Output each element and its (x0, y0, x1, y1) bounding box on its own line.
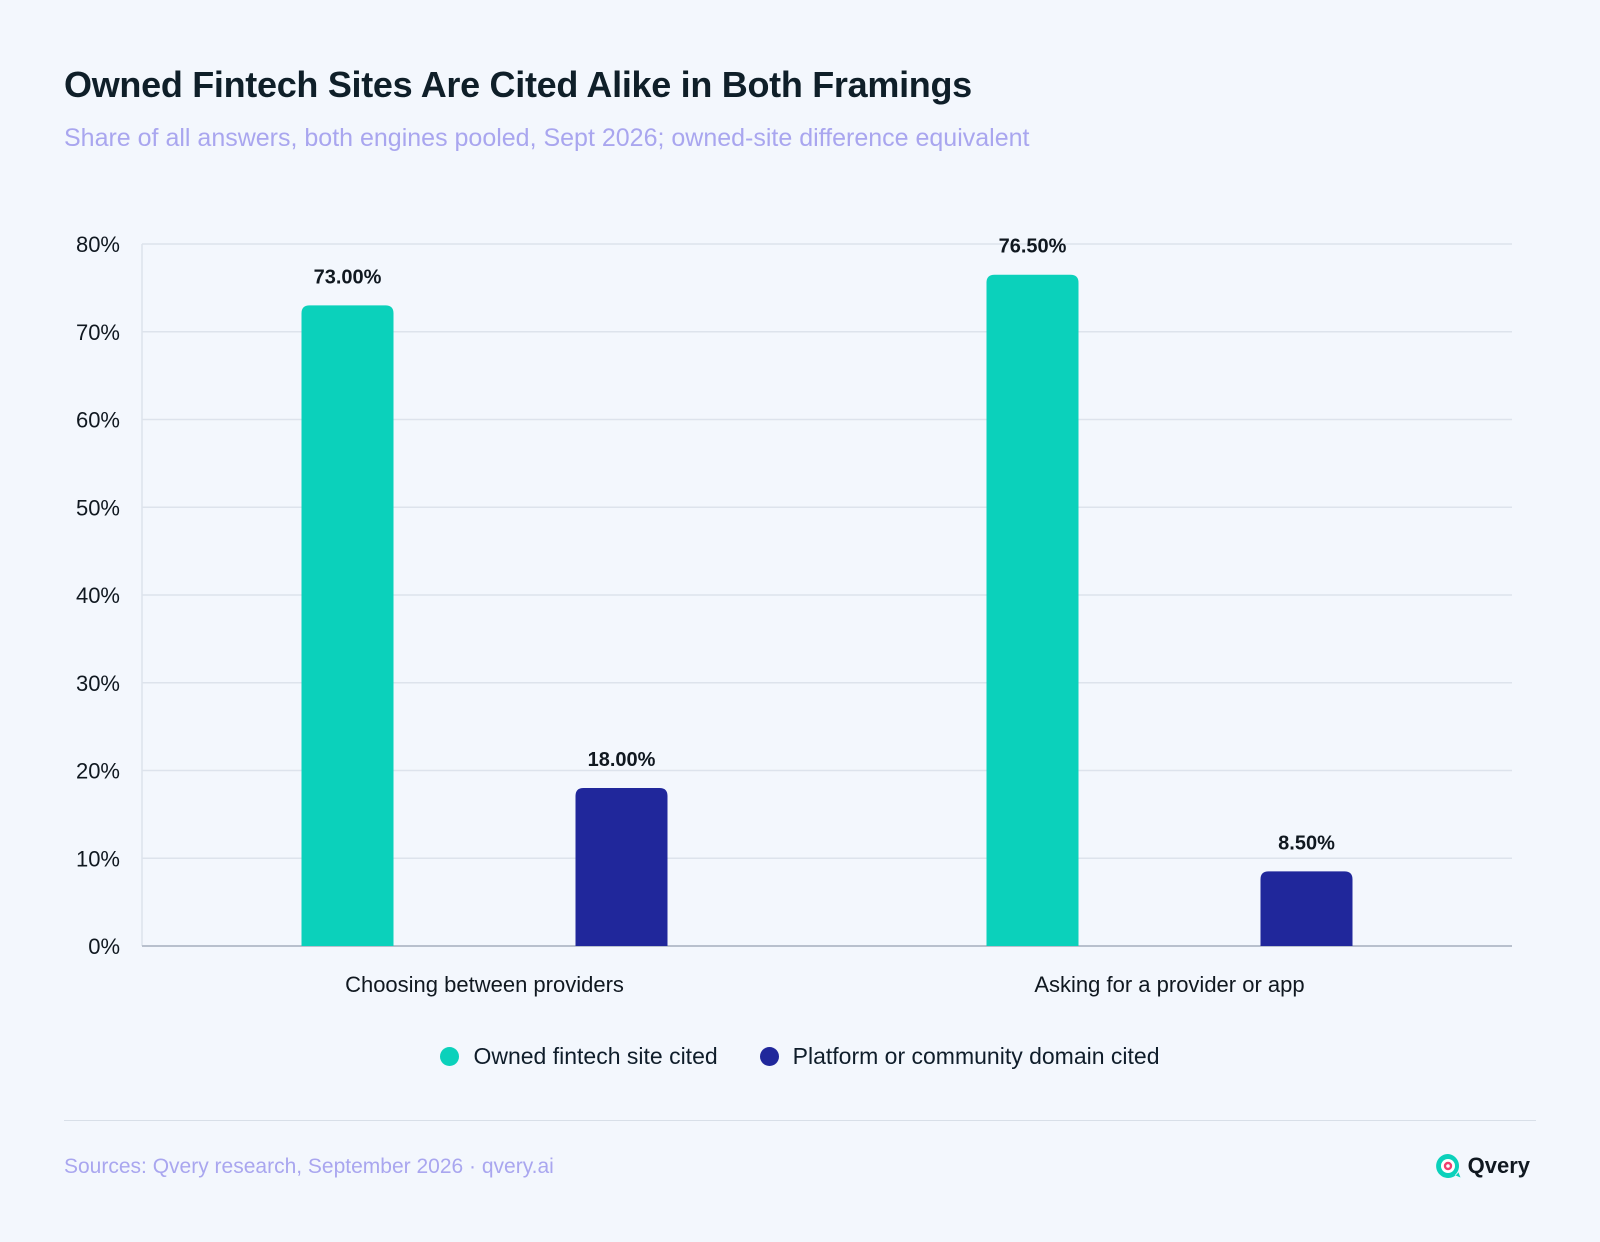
footer-divider (64, 1120, 1536, 1121)
y-tick-label: 10% (76, 846, 120, 871)
y-tick-label: 20% (76, 759, 120, 784)
x-axis-categories: Choosing between providers Asking for a p… (345, 972, 1305, 997)
chart-title: Owned Fintech Sites Are Cited Alike in B… (64, 64, 972, 105)
data-labels: 73.00% 18.00% 76.50% 8.50% (314, 236, 1335, 855)
bar-platform (1260, 871, 1353, 946)
data-label-owned: 76.50% (999, 236, 1067, 258)
brand-logo: Qvery (1434, 1152, 1530, 1180)
data-label-platform: 8.50% (1278, 832, 1335, 854)
y-tick-label: 40% (76, 583, 120, 608)
legend-dot-platform (759, 1046, 779, 1066)
chart-legend: Owned fintech site cited Platform or com… (0, 1041, 1600, 1071)
brand-name: Qvery (1467, 1153, 1530, 1178)
y-tick-label: 70% (76, 320, 120, 345)
y-tick-label: 80% (76, 232, 120, 257)
qvery-logo-icon (1435, 1154, 1461, 1178)
y-axis-ticks: 0% 10% 20% 30% 40% 50% 60% 70% 80% (76, 232, 120, 959)
data-label-platform: 18.00% (588, 749, 656, 771)
legend-dot-owned (440, 1046, 460, 1066)
category-label: Asking for a provider or app (1034, 972, 1304, 997)
bar-platform (575, 788, 668, 946)
y-tick-label: 30% (76, 671, 120, 696)
bar-owned (301, 305, 394, 946)
legend-label-owned: Owned fintech site cited (473, 1042, 718, 1069)
data-label-owned: 73.00% (314, 266, 382, 288)
y-tick-label: 60% (76, 408, 120, 433)
legend-item-owned: Owned fintech site cited (440, 1042, 718, 1070)
legend-item-platform: Platform or community domain cited (759, 1042, 1160, 1070)
bars (301, 274, 1353, 946)
y-tick-label: 50% (76, 495, 120, 520)
sources-text: Sources: Qvery research, September 2026 … (64, 1155, 554, 1178)
category-label: Choosing between providers (345, 972, 624, 997)
legend-label-platform: Platform or community domain cited (792, 1042, 1160, 1069)
y-tick-label: 0% (88, 934, 120, 959)
bar-owned (986, 274, 1079, 946)
chart-subtitle: Share of all answers, both engines poole… (64, 124, 1030, 152)
